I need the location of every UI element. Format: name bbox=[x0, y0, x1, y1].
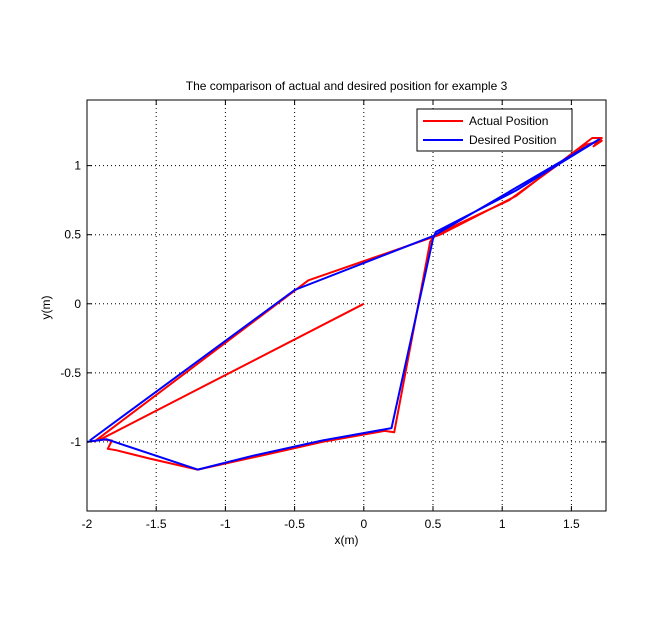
legend-box bbox=[416, 108, 573, 152]
x-tick-label: -0.5 bbox=[284, 517, 305, 531]
x-tick-label: 0 bbox=[360, 517, 367, 531]
plot-frame bbox=[86, 99, 607, 512]
y-tick-label: -0.5 bbox=[60, 366, 81, 380]
x-tick-label: -1 bbox=[220, 517, 231, 531]
legend-label: Desired Position bbox=[469, 133, 556, 147]
x-axis-title: x(m) bbox=[335, 533, 359, 547]
y-axis-title: y(m) bbox=[39, 296, 53, 320]
legend-label: Actual Position bbox=[469, 114, 548, 128]
x-tick-label: 1 bbox=[499, 517, 506, 531]
series-line-desired-position bbox=[86, 138, 601, 471]
y-tick-label: 0.5 bbox=[64, 228, 81, 242]
chart-title: The comparison of actual and desired pos… bbox=[186, 79, 508, 93]
axis-ticks: -2 -1.5 -1 -0.5 0 0.5 1 1.5 -1 -0.5 0 0.5 1 bbox=[60, 100, 606, 531]
x-tick-label: -1.5 bbox=[146, 517, 167, 531]
x-tick-label: -2 bbox=[82, 517, 93, 531]
legend: Actual Position Desired Position bbox=[416, 108, 573, 152]
y-tick-label: 0 bbox=[74, 297, 81, 311]
plot-series bbox=[86, 137, 603, 471]
y-tick-label: -1 bbox=[70, 435, 81, 449]
x-tick-label: 0.5 bbox=[425, 517, 442, 531]
x-tick-label: 1.5 bbox=[563, 517, 580, 531]
y-tick-label: 1 bbox=[74, 159, 81, 173]
